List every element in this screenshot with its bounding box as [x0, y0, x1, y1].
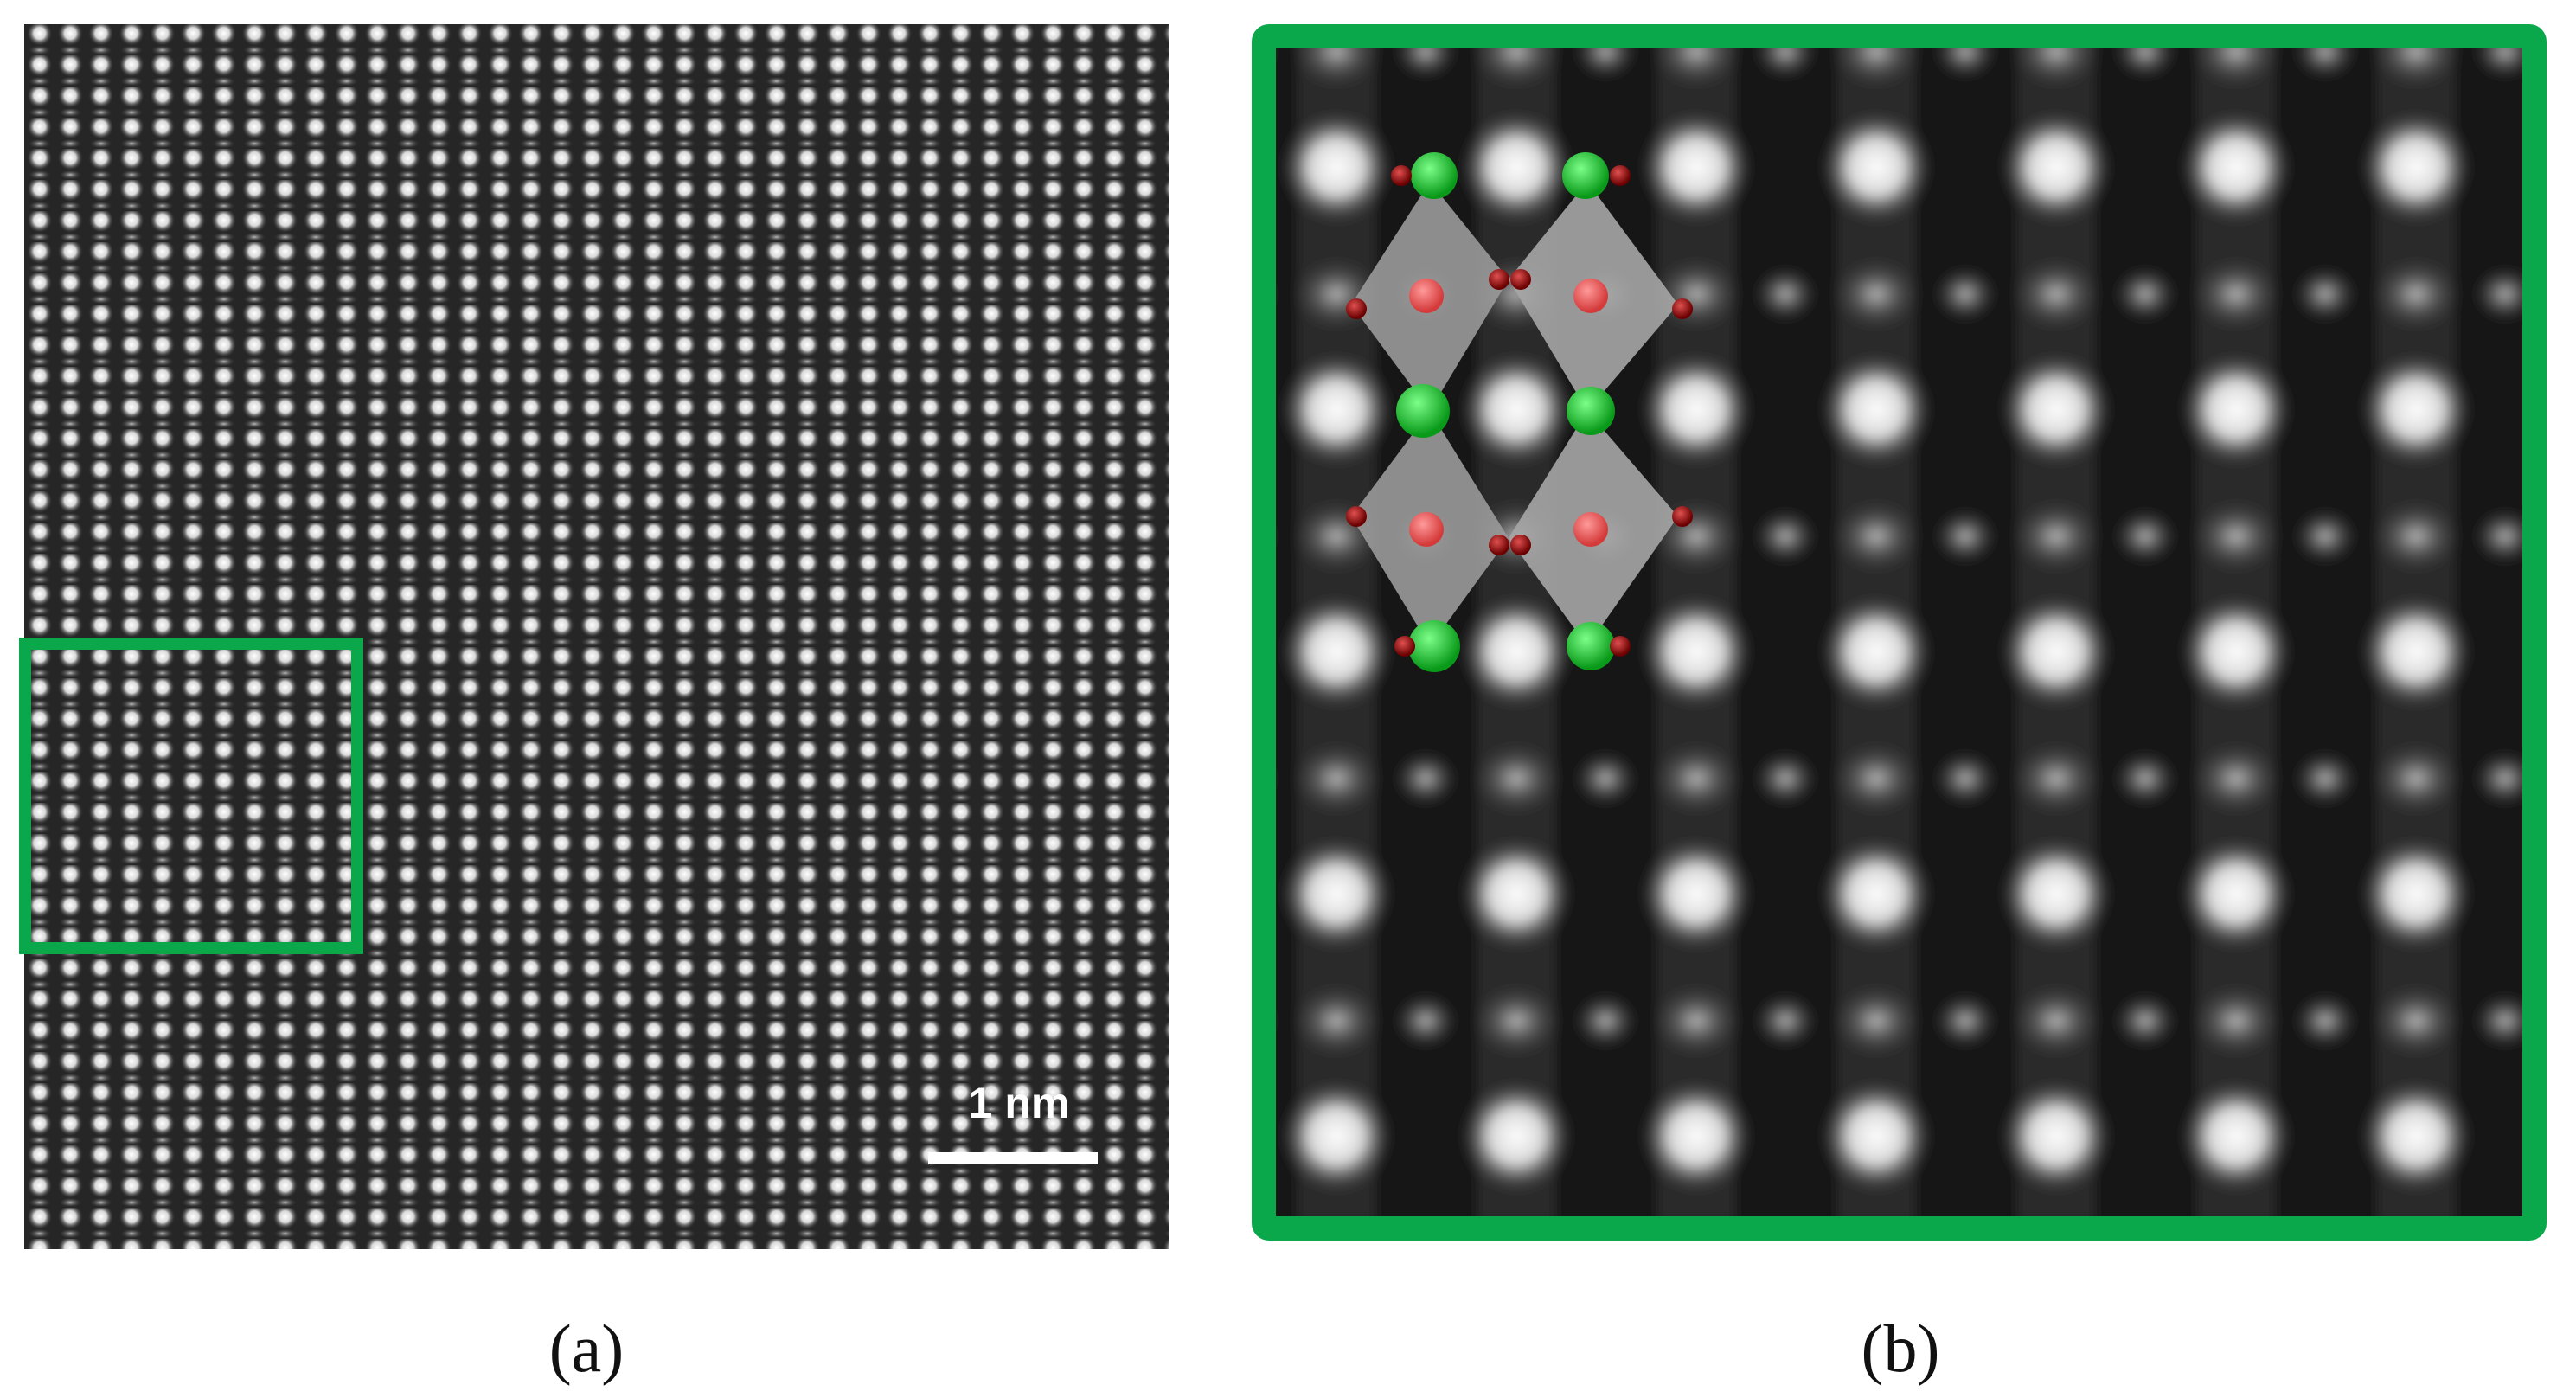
panel-label: (a): [549, 1311, 625, 1386]
scale-bar: [928, 1152, 1098, 1164]
crystal-overlay: [1346, 152, 1693, 672]
zoom-box: [19, 638, 363, 954]
micrograph-b: [1264, 36, 2534, 1228]
panel-label: (b): [1862, 1311, 1940, 1386]
micrograph-a: [24, 24, 1169, 1249]
scale-bar-label: 1 nm: [969, 1079, 1070, 1127]
zoom-frame: [1252, 24, 2547, 1241]
